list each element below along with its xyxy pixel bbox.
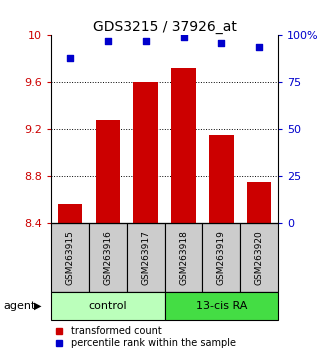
Bar xyxy=(51,292,165,320)
Bar xyxy=(247,182,271,354)
Point xyxy=(143,38,148,44)
Point xyxy=(257,44,262,50)
Text: control: control xyxy=(89,301,127,311)
Text: GSM263920: GSM263920 xyxy=(255,230,264,285)
Bar xyxy=(209,135,234,354)
Text: 13-cis RA: 13-cis RA xyxy=(196,301,247,311)
Bar xyxy=(51,223,89,292)
Text: ▶: ▶ xyxy=(34,301,42,311)
Point xyxy=(68,55,73,61)
Point xyxy=(219,40,224,46)
Bar xyxy=(96,120,120,354)
Point xyxy=(105,38,111,44)
Bar xyxy=(203,223,240,292)
Text: GSM263917: GSM263917 xyxy=(141,230,150,285)
Bar xyxy=(165,292,278,320)
Bar xyxy=(240,223,278,292)
Bar xyxy=(165,223,203,292)
Title: GDS3215 / 37926_at: GDS3215 / 37926_at xyxy=(93,21,237,34)
Point xyxy=(181,34,186,40)
Legend: transformed count, percentile rank within the sample: transformed count, percentile rank withi… xyxy=(48,325,237,349)
Text: GSM263916: GSM263916 xyxy=(104,230,113,285)
Bar xyxy=(133,82,158,354)
Bar xyxy=(171,68,196,354)
Text: GSM263915: GSM263915 xyxy=(66,230,75,285)
Bar xyxy=(127,223,165,292)
Text: GSM263919: GSM263919 xyxy=(217,230,226,285)
Text: GSM263918: GSM263918 xyxy=(179,230,188,285)
Text: agent: agent xyxy=(3,301,36,311)
Bar xyxy=(58,204,82,354)
Bar xyxy=(89,223,127,292)
